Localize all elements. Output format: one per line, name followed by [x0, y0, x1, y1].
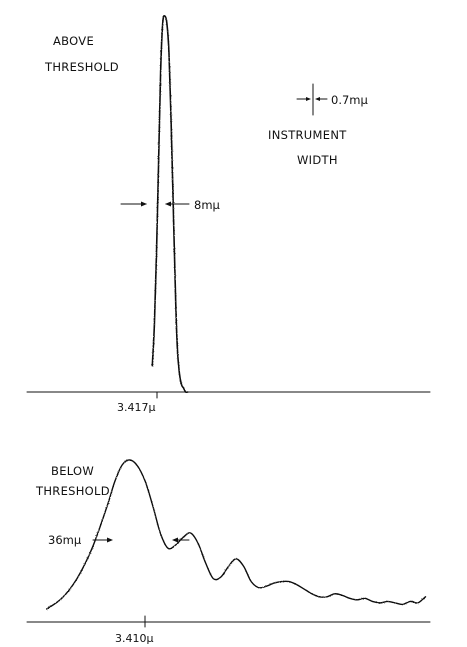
above-linewidth-right-arrowhead	[165, 201, 171, 207]
instrument-width-marker: 0.7mμ INSTRUMENT WIDTH	[268, 83, 368, 167]
below-threshold-panel: BELOW THRESHOLD 3.410μ 36mμ	[26, 459, 431, 645]
below-threshold-title: BELOW	[51, 464, 94, 478]
above-linewidth-marker: 8mμ	[120, 198, 221, 212]
instrument-width-label-line2: WIDTH	[297, 153, 338, 167]
above-threshold-title: ABOVE	[53, 34, 94, 48]
above-linewidth-left-arrowhead	[141, 201, 147, 207]
instrument-width-label: INSTRUMENT	[268, 128, 347, 142]
below-linewidth-label: 36mμ	[48, 533, 82, 547]
below-linewidth-right-arrowhead	[172, 537, 178, 543]
instrument-width-left-arrowhead	[306, 97, 311, 101]
above-threshold-series-line	[151, 15, 189, 394]
above-linewidth-label: 8mμ	[194, 198, 221, 212]
below-threshold-series-line	[46, 459, 427, 610]
above-threshold-title-line2: THRESHOLD	[44, 60, 119, 74]
above-peak-tick-label: 3.417μ	[117, 401, 156, 414]
instrument-width-value: 0.7mμ	[331, 93, 368, 107]
below-linewidth-marker: 36mμ	[48, 533, 190, 547]
below-linewidth-left-arrowhead	[107, 537, 113, 543]
below-threshold-title-line2: THRESHOLD	[35, 484, 110, 498]
below-peak-tick-label: 3.410μ	[115, 632, 154, 645]
above-threshold-panel: ABOVE THRESHOLD 3.417μ 8mμ 0.7mμ INSTRUM…	[26, 15, 431, 414]
instrument-width-right-arrowhead	[315, 97, 320, 101]
